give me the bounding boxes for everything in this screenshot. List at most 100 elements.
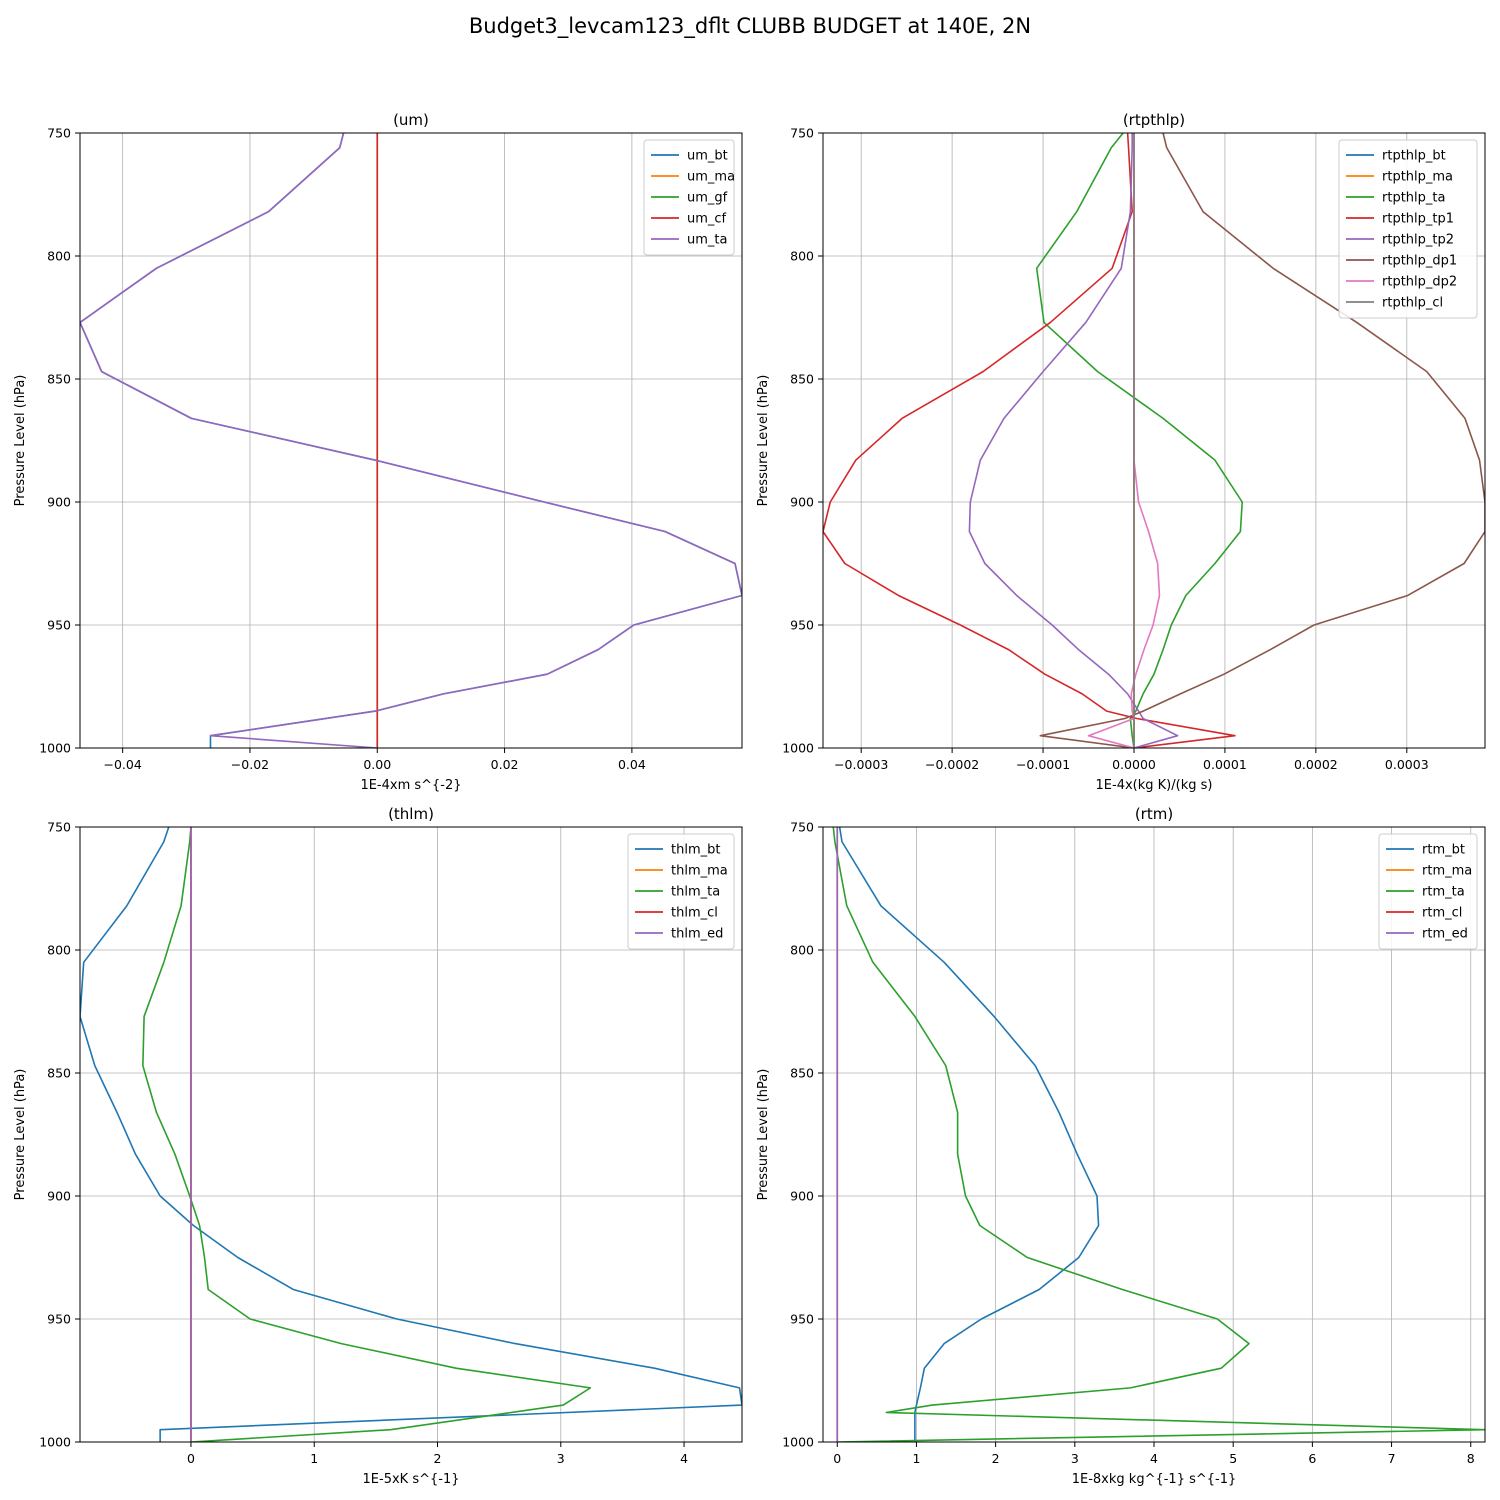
legend-entry-rtpthlp_ma: rtpthlp_ma [1382, 170, 1453, 185]
x-tick-label: 2 [992, 1451, 1000, 1466]
legend-entry-um_ma: um_ma [687, 170, 735, 185]
series-group [80, 827, 742, 1442]
y-tick-label: 1000 [782, 741, 814, 756]
y-tick-label: 1000 [39, 741, 71, 756]
legend-entry-rtpthlp_tp1: rtpthlp_tp1 [1382, 212, 1454, 227]
legend-entry-rtpthlp_ta: rtpthlp_ta [1382, 191, 1445, 206]
y-axis-label: Pressure Level (hPa) [13, 375, 28, 507]
x-axis-label: 1E-5xK s^{-1} [363, 1472, 460, 1487]
panel-title: (um) [393, 111, 429, 129]
legend-entry-um_ta: um_ta [687, 233, 727, 248]
panel-1: −0.0003 −0.0002 −0.0001 0.0000 0.0001 0.0002 0… [756, 111, 1486, 793]
legend-entry-rtm_ed: rtm_ed [1422, 927, 1468, 942]
series-line-thlm_ta [142, 827, 592, 1442]
y-axis-label: Pressure Level (hPa) [13, 1069, 28, 1201]
x-tick-label: 7 [1388, 1451, 1396, 1466]
series-line-rtm_ta [832, 827, 1485, 1442]
series-line-rtpthlp_tp2 [968, 133, 1179, 748]
legend-entry-thlm_cl: thlm_cl [671, 906, 718, 921]
legend-entry-thlm_ed: thlm_ed [671, 927, 723, 942]
x-tick-label: 2 [434, 1451, 442, 1466]
series-line-um_bt [80, 133, 742, 748]
legend: thlm_bt thlm_ma thlm_ta thlm_cl thlm_ed [627, 833, 735, 950]
x-tick-label: 0.0002 [1294, 757, 1338, 772]
legend-entry-um_gf: um_gf [687, 191, 728, 206]
legend-entry-thlm_bt: thlm_bt [671, 843, 720, 858]
x-tick-label: 0.00 [363, 757, 391, 772]
y-tick-label: 900 [47, 495, 71, 510]
y-tick-label: 900 [790, 1189, 814, 1204]
x-tick-label: 0.02 [491, 757, 519, 772]
x-tick-label: 5 [1229, 1451, 1237, 1466]
y-tick-label: 800 [47, 249, 71, 264]
x-tick-label: 0.04 [618, 757, 646, 772]
y-tick-label: 950 [47, 618, 71, 633]
x-tick-label: 8 [1467, 1451, 1475, 1466]
x-tick-label: 4 [680, 1451, 688, 1466]
series-group [832, 827, 1485, 1442]
y-tick-label: 900 [47, 1189, 71, 1204]
y-tick-label: 750 [47, 820, 71, 835]
x-tick-label: −0.0002 [925, 757, 979, 772]
legend-entry-rtm_cl: rtm_cl [1422, 906, 1462, 921]
panel-title: (rtpthlp) [1123, 111, 1185, 129]
legend-entry-rtpthlp_tp2: rtpthlp_tp2 [1382, 233, 1454, 248]
legend-entry-rtm_ma: rtm_ma [1422, 864, 1472, 879]
legend: um_bt um_ma um_gf um_cf um_ta [643, 139, 735, 256]
panel-0: −0.04 −0.02 0.00 0.02 0.04 750 800 850 900 950 100… [13, 111, 743, 793]
legend-entry-rtpthlp_bt: rtpthlp_bt [1382, 149, 1446, 164]
legend-entry-rtpthlp_dp2: rtpthlp_dp2 [1382, 275, 1457, 290]
x-tick-label: −0.02 [231, 757, 269, 772]
x-tick-label: 0 [187, 1451, 195, 1466]
axes-frame [79, 826, 743, 1443]
y-tick-label: 850 [790, 1066, 814, 1081]
series-line-rtpthlp_dp2 [1087, 133, 1161, 748]
x-tick-label: 6 [1308, 1451, 1316, 1466]
y-tick-label: 750 [47, 126, 71, 141]
legend-box [643, 139, 735, 256]
legend-entry-rtpthlp_dp1: rtpthlp_dp1 [1382, 254, 1457, 269]
y-tick-label: 800 [790, 943, 814, 958]
series-group [80, 133, 742, 748]
legend-box [1338, 139, 1478, 319]
y-tick-label: 950 [790, 618, 814, 633]
x-axis-label: 1E-4x(kg K)/(kg s) [1096, 778, 1213, 793]
x-tick-label: 1 [310, 1451, 318, 1466]
y-tick-label: 1000 [782, 1435, 814, 1450]
legend-entry-rtm_ta: rtm_ta [1422, 885, 1465, 900]
legend-entry-um_bt: um_bt [687, 149, 728, 164]
y-tick-label: 800 [47, 943, 71, 958]
series-line-rtpthlp_ta [1035, 133, 1244, 748]
legend-entry-thlm_ma: thlm_ma [671, 864, 728, 879]
y-tick-label: 750 [790, 820, 814, 835]
legend-entry-thlm_ta: thlm_ta [671, 885, 720, 900]
legend-entry-rtm_bt: rtm_bt [1422, 843, 1465, 858]
y-tick-label: 800 [790, 249, 814, 264]
x-tick-label: 0.0000 [1112, 757, 1156, 772]
axes-frame [79, 132, 743, 749]
x-tick-label: 0 [833, 1451, 841, 1466]
x-tick-label: −0.0003 [834, 757, 888, 772]
x-tick-label: 1 [912, 1451, 920, 1466]
series-line-um_ta [80, 133, 742, 748]
series-line-rtpthlp_dp1 [1039, 133, 1485, 748]
legend-entry-um_cf: um_cf [687, 212, 727, 227]
y-tick-label: 850 [790, 372, 814, 387]
x-tick-label: −0.04 [103, 757, 141, 772]
figure-title: Budget3_levcam123_dflt CLUBB BUDGET at 1… [468, 14, 1032, 38]
series-line-rtm_bt [838, 827, 1100, 1442]
x-axis-label: 1E-8xkg kg^{-1} s^{-1} [1072, 1472, 1237, 1487]
y-axis-label: Pressure Level (hPa) [756, 1069, 771, 1201]
y-axis-label: Pressure Level (hPa) [756, 375, 771, 507]
series-line-rtpthlp_tp1 [823, 133, 1236, 748]
x-tick-label: 3 [1071, 1451, 1079, 1466]
legend-box [1378, 833, 1478, 950]
x-tick-label: 0.0001 [1203, 757, 1247, 772]
legend: rtm_bt rtm_ma rtm_ta rtm_cl rtm_ed [1378, 833, 1478, 950]
panel-title: (rtm) [1135, 805, 1173, 823]
series-group [823, 133, 1485, 748]
y-tick-label: 950 [47, 1312, 71, 1327]
y-tick-label: 900 [790, 495, 814, 510]
x-tick-label: 4 [1150, 1451, 1158, 1466]
